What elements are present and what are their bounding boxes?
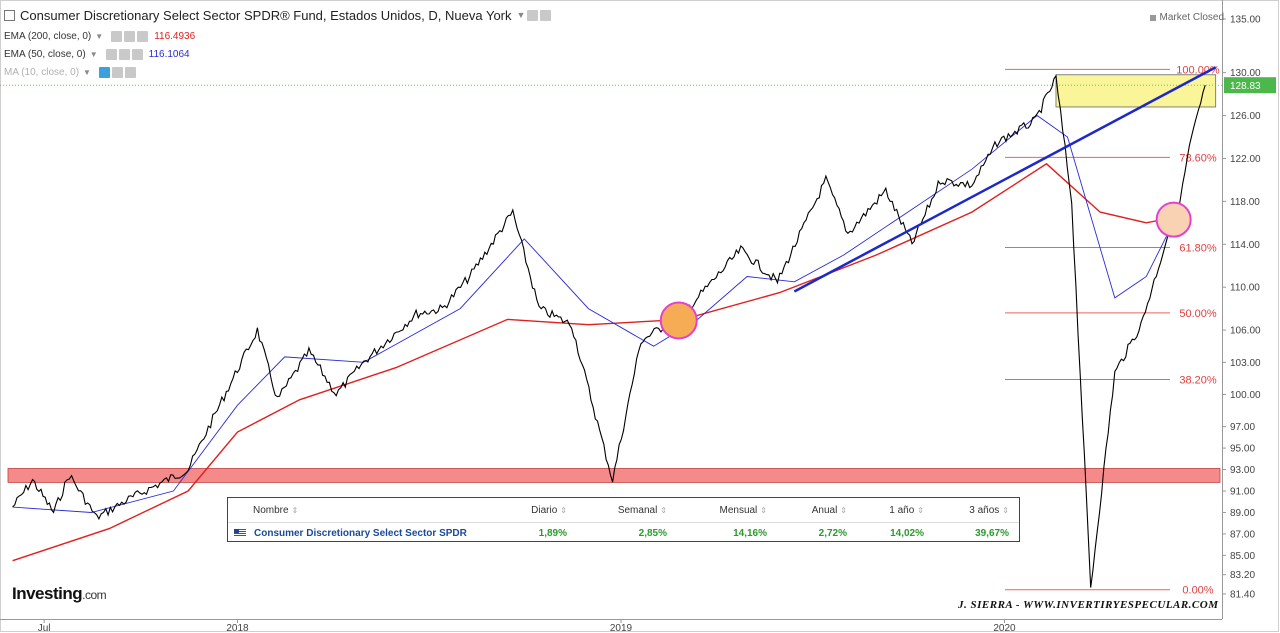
row-1-ano: 14,02% [890,527,924,539]
chart-title-row: Consumer Discretionary Select Sector SPD… [4,4,552,26]
y-tick-label: 110.00 [1230,283,1260,294]
ema200-series [12,162,1174,562]
indicator-ema200[interactable]: EMA (200, close, 0) ▼ 116.4936 [4,28,195,44]
chart-zones [7,74,1221,483]
fib-label: 100.00% [1176,64,1220,76]
col-1-ano[interactable]: 1 año ⇕ [889,504,924,516]
y-tick-label: 97.00 [1230,422,1255,433]
chevron-down-icon[interactable]: ▼ [89,49,98,59]
x-tick-label: 2020 [993,623,1016,633]
remove-icon[interactable] [124,66,136,78]
sort-icon: ⇕ [760,505,767,515]
col-semanal[interactable]: Semanal ⇕ [617,504,667,516]
x-tick-label: 2019 [610,623,633,633]
chevron-down-icon[interactable]: ▼ [516,10,526,20]
row-diario: 1,89% [538,527,567,539]
y-tick-label: 122.00 [1230,154,1261,165]
ema-cross-highlight [659,301,698,340]
col-anual[interactable]: Anual ⇕ [811,504,847,516]
indicator-ema200-name: EMA (200, close, 0) [4,30,92,42]
y-tick-label: 93.00 [1230,465,1255,476]
y-tick-label: 89.00 [1230,508,1255,519]
last-price-badge [1224,77,1276,94]
y-axis: 135.00 130.00 126.00 122.00 118.00 114.00 110.… [1222,15,1276,601]
row-name[interactable]: Consumer Discretionary Select Sector SPD… [228,528,505,539]
row-anual: 2,72% [818,527,847,539]
sort-icon: ⇕ [291,505,299,515]
y-tick-label: 106.00 [1230,326,1261,337]
performance-table: Nombre ⇕ Diario ⇕ Semanal ⇕ Mensual ⇕ Anual ⇕… [227,497,1020,542]
sort-icon: ⇕ [560,505,567,515]
fib-label: 0.00% [1182,585,1213,597]
row-mensual: 14,16% [733,527,767,539]
row-semanal: 2,85% [638,527,667,539]
x-tick-label: Jul [38,623,51,633]
y-tick-label: 85.00 [1230,551,1255,562]
indicator-ema50-name: EMA (50, close, 0) [4,48,86,60]
us-flag-icon [234,529,246,537]
sort-icon: ⇕ [1002,505,1009,515]
y-tick-label: 103.00 [1230,358,1261,369]
row-3-anos: 39,67% [975,527,1009,539]
table-row[interactable]: Consumer Discretionary Select Sector SPD… [228,522,1019,543]
visibility-icon[interactable] [98,66,110,78]
y-tick-label: 100.00 [1230,390,1261,401]
fib-label: 78.60% [1179,152,1217,164]
chart-title: Consumer Discretionary Select Sector SPD… [20,7,512,23]
y-tick-label: 126.00 [1230,111,1261,122]
col-nombre[interactable]: Nombre ⇕ [253,504,299,516]
sort-icon: ⇕ [660,505,667,515]
performance-table-header: Nombre ⇕ Diario ⇕ Semanal ⇕ Mensual ⇕ Anual ⇕… [228,500,1019,520]
fib-label: 50.00% [1179,308,1217,320]
ema50-series [12,114,1175,513]
sort-icon: ⇕ [917,505,924,515]
remove-icon[interactable] [137,30,149,42]
indicator-ema50-value: 116.1064 [148,48,190,60]
fib-label: 38.20% [1179,374,1217,386]
y-tick-label: 91.00 [1230,487,1255,498]
last-price-label: 128.83 [1230,81,1261,92]
indicator-ma10-name: MA (10, close, 0) [4,66,80,78]
y-tick-label: 135.00 [1230,15,1261,26]
remove-icon[interactable] [131,48,143,60]
ema-cross-highlight [1155,201,1192,238]
indicator-ema200-value: 116.4936 [154,30,196,42]
author-credit: J. SIERRA - WWW.INVERTIRYESPECULAR.COM [958,599,1219,611]
y-tick-label: 87.00 [1230,529,1255,540]
investing-logo: Investing.com [12,584,107,603]
sort-icon: ⇕ [840,505,847,515]
collapse-icon[interactable] [4,9,15,21]
settings-icon[interactable] [124,30,136,42]
col-3-anos[interactable]: 3 años ⇕ [969,504,1009,516]
y-tick-label: 83.20 [1230,570,1255,581]
chart-overlays [659,66,1217,340]
price-series [12,74,1206,588]
settings-icon[interactable] [111,66,123,78]
y-tick-label: 81.40 [1230,590,1255,601]
settings-icon[interactable] [118,48,130,60]
indicator-ema50[interactable]: EMA (50, close, 0) ▼ 116.1064 [4,46,190,62]
x-tick-label: 2018 [226,623,249,633]
hide-icon[interactable] [540,9,552,21]
x-axis: Jul 2018 2019 2020 [38,619,1016,633]
fibonacci-levels: 100.00% 78.60% 61.80% 50.00% 38.20% 0.00% [1005,64,1220,597]
visibility-icon[interactable] [111,30,123,42]
chevron-down-icon[interactable]: ▼ [83,67,91,77]
settings-icon[interactable] [527,9,539,21]
y-tick-label: 114.00 [1230,240,1260,251]
indicator-ma10[interactable]: MA (10, close, 0) ▼ [4,64,136,80]
col-mensual[interactable]: Mensual ⇕ [719,504,767,516]
visibility-icon[interactable] [105,48,117,60]
y-tick-label: 118.00 [1230,197,1260,208]
col-diario[interactable]: Diario ⇕ [531,504,567,516]
trendline [793,66,1217,293]
chevron-down-icon[interactable]: ▼ [95,31,104,41]
y-tick-label: 130.00 [1230,68,1261,79]
fib-label: 61.80% [1179,242,1217,254]
y-tick-label: 95.00 [1230,444,1255,455]
